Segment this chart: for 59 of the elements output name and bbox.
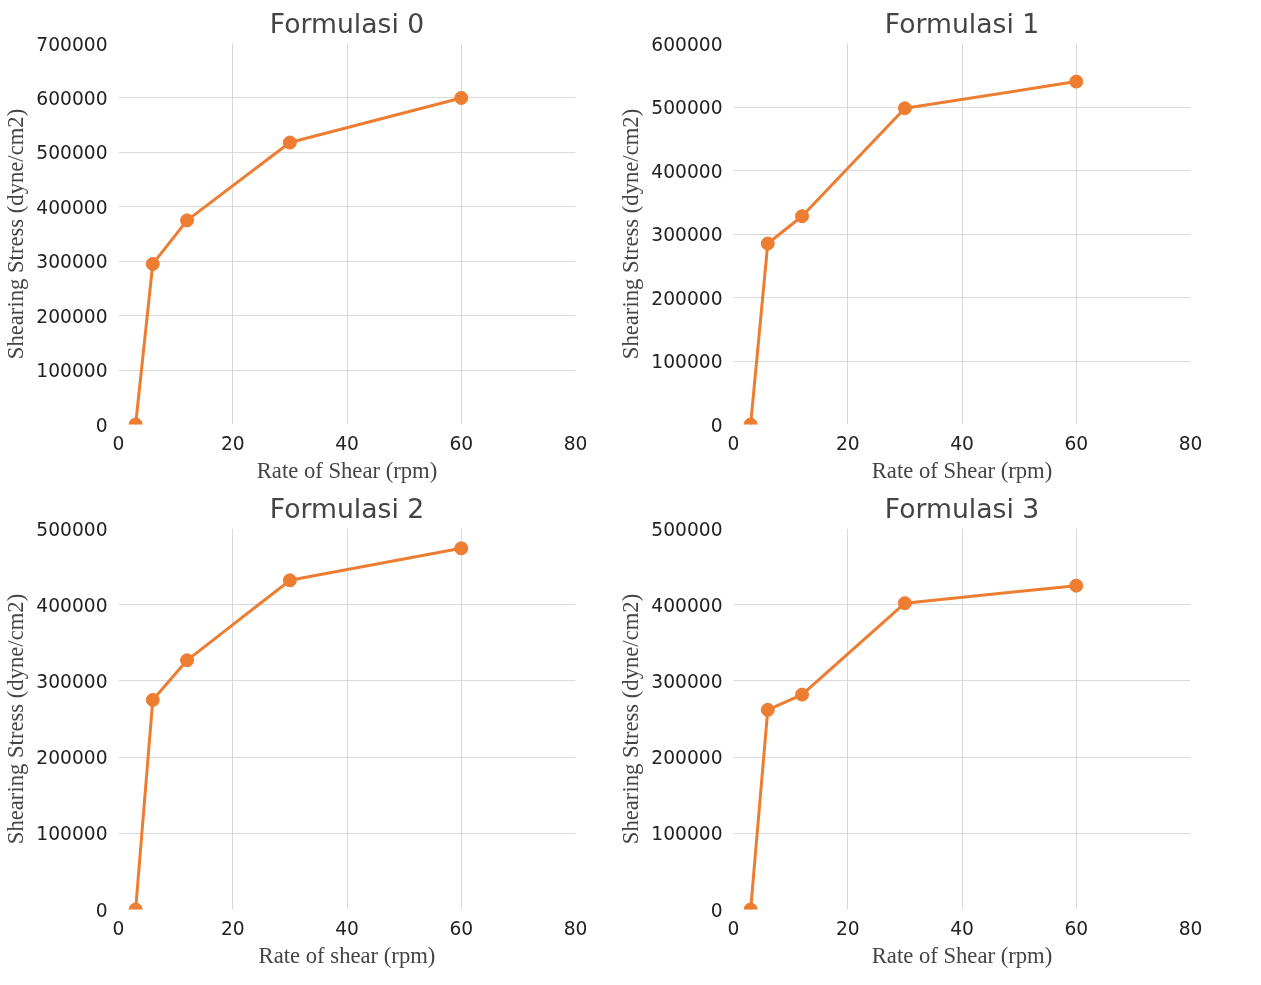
x-tick-label: 0: [112, 432, 125, 454]
y-tick-label: 300000: [651, 670, 723, 692]
y-tick-label: 0: [710, 899, 723, 921]
y-tick-label: 600000: [36, 87, 108, 109]
x-tick-label: 0: [727, 917, 740, 939]
chart-title: Formulasi 1: [884, 7, 1040, 39]
y-tick-label: 200000: [651, 287, 723, 309]
y-tick-label: 500000: [651, 518, 723, 540]
y-axis-title: Shearing Stress (dyne/cm2): [618, 593, 644, 845]
y-tick-label: 500000: [651, 97, 723, 118]
y-tick-label: 400000: [36, 196, 108, 218]
x-tick-label: 40: [335, 917, 359, 939]
chart-title: Formulasi 2: [269, 492, 425, 524]
x-tick-label: 60: [1064, 432, 1089, 454]
y-tick-label: 100000: [36, 823, 108, 845]
x-tick-label: 60: [1064, 917, 1089, 939]
y-tick-label: 400000: [651, 160, 723, 182]
x-axis-title: Rate of Shear (rpm): [871, 942, 1053, 968]
x-tick-label: 60: [449, 917, 474, 939]
y-tick-label: 0: [95, 414, 108, 436]
y-axis-title: Shearing Stress (dyne/cm2): [3, 108, 29, 360]
y-tick-label: 200000: [36, 747, 108, 769]
x-tick-label: 40: [950, 917, 974, 939]
x-tick-label: 40: [950, 432, 974, 454]
y-tick-label: 300000: [36, 670, 108, 692]
y-tick-label: 200000: [651, 747, 723, 769]
x-axis-title: Rate of shear (rpm): [258, 942, 436, 968]
y-tick-label: 0: [95, 899, 108, 921]
x-tick-label: 20: [835, 917, 860, 939]
y-tick-label: 400000: [651, 594, 723, 616]
x-axis-title: Rate of Shear (rpm): [871, 457, 1053, 483]
y-tick-label: 500000: [36, 142, 108, 164]
chart-title: Formulasi 3: [884, 492, 1040, 524]
y-tick-label: 0: [710, 414, 723, 436]
y-tick-label: 700000: [36, 33, 108, 55]
x-tick-label: 20: [835, 432, 860, 454]
y-tick-label: 300000: [651, 224, 723, 245]
x-tick-label: 80: [563, 917, 588, 939]
y-tick-label: 600000: [651, 33, 723, 55]
x-axis-title: Rate of Shear (rpm): [256, 457, 438, 483]
y-tick-label: 300000: [36, 251, 108, 273]
x-tick-label: 20: [220, 432, 245, 454]
y-axis-title: Shearing Stress (dyne/cm2): [3, 593, 29, 845]
x-tick-label: 80: [1178, 432, 1203, 454]
x-tick-label: 80: [563, 432, 588, 454]
y-tick-label: 100000: [36, 360, 108, 382]
y-tick-label: 200000: [36, 305, 108, 327]
chart-title: Formulasi 0: [269, 7, 425, 39]
x-tick-label: 20: [220, 917, 245, 939]
x-tick-label: 0: [727, 432, 740, 454]
x-tick-label: 60: [449, 432, 474, 454]
x-tick-label: 40: [335, 432, 359, 454]
x-tick-label: 0: [112, 917, 125, 939]
x-tick-label: 80: [1178, 917, 1203, 939]
y-tick-label: 500000: [36, 518, 108, 540]
y-axis-title: Shearing Stress (dyne/cm2): [618, 108, 644, 360]
y-tick-label: 100000: [651, 823, 723, 845]
y-tick-label: 400000: [36, 594, 108, 616]
y-tick-label: 100000: [651, 351, 723, 372]
